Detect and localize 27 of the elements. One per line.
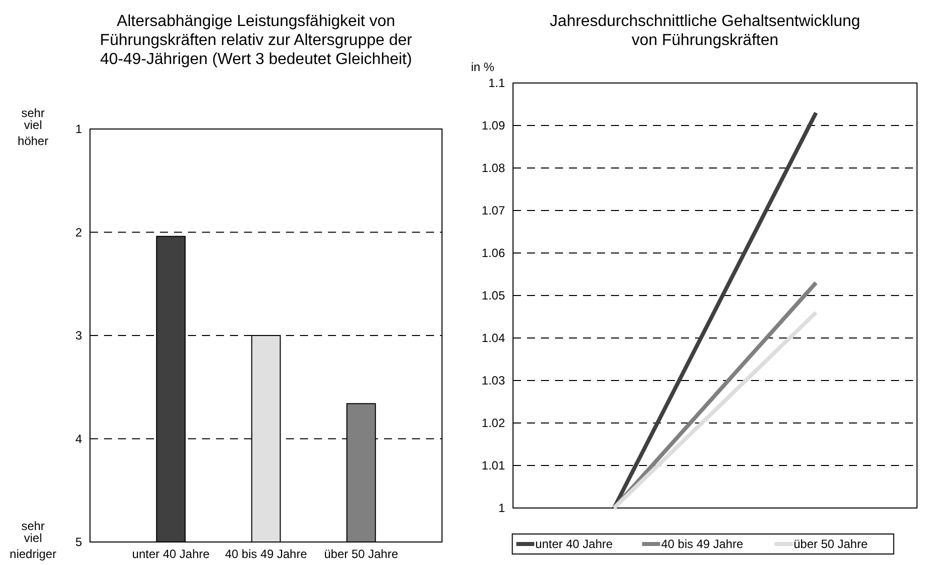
y-tick-label: 1.09 xyxy=(482,118,506,133)
y-tick-label: 1 xyxy=(75,122,82,136)
x-tick-label: über 50 Jahre xyxy=(324,547,398,561)
y-tick-label: 5 xyxy=(75,535,82,550)
y-tick-label: 4 xyxy=(75,432,82,446)
y-tick-label: 2 xyxy=(75,225,82,240)
chart-title: Jahresdurchschnittliche Gehaltsentwicklung von Führungskräften xyxy=(550,13,860,49)
y-tick-label: 1.1 xyxy=(488,76,506,90)
x-tick-label: 40 bis 49 Jahre xyxy=(224,547,308,561)
y-axis-title: in % xyxy=(471,60,495,74)
y-tick-label: 1.08 xyxy=(482,161,506,176)
y-tick-label: 1.02 xyxy=(482,416,506,430)
y-tick-label: 1.05 xyxy=(482,288,506,303)
y-tick-label: 1.01 xyxy=(482,458,506,473)
legend-label: unter 40 Jahre xyxy=(535,537,614,552)
chart-title: Altersabhängige Leistungsfähigkeit von Führungskräften relativ zur Altersgruppe der 40-49-Jährigen (Wert 3 bedeutet Gleichheit) xyxy=(100,13,413,68)
text: sehr viel höher xyxy=(18,106,48,148)
y-tick-label: 1.03 xyxy=(482,374,506,388)
y-tick-label: 1.06 xyxy=(482,246,506,260)
legend-label: über 50 Jahre xyxy=(794,537,868,552)
y-tick-label: 1 xyxy=(498,501,506,516)
y-tick-label: 3 xyxy=(75,328,82,343)
x-tick-label: unter 40 Jahre xyxy=(132,547,210,561)
y-tick-label: 1.04 xyxy=(482,331,506,346)
text: sehr viel niedriger xyxy=(10,519,56,561)
y-tick-label: 1.07 xyxy=(482,204,506,218)
legend-label: 40 bis 49 Jahre xyxy=(661,537,744,552)
